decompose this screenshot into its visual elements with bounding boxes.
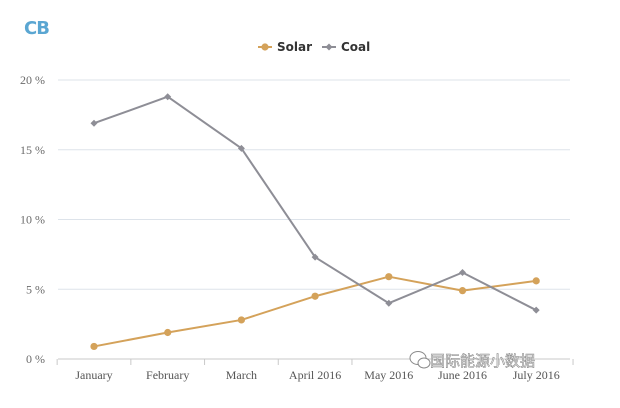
watermark: 国际能源小数据 xyxy=(409,351,535,370)
y-tick-label: 20 % xyxy=(20,73,45,87)
solar-point[interactable] xyxy=(385,273,393,281)
legend-marker xyxy=(325,43,333,51)
coal-line xyxy=(93,95,537,312)
legend-item-coal[interactable]: Coal xyxy=(322,40,370,54)
watermark-text: 国际能源小数据 xyxy=(430,352,535,370)
series-coal xyxy=(90,93,540,314)
series-lines xyxy=(90,93,540,351)
coal-point[interactable] xyxy=(90,119,98,127)
coal-point[interactable] xyxy=(532,306,540,314)
solar-point[interactable] xyxy=(237,316,245,324)
coal-point[interactable] xyxy=(459,269,466,277)
series-solar xyxy=(90,273,540,351)
y-tick-label: 5 % xyxy=(26,282,45,296)
x-tick-label: February xyxy=(146,368,189,382)
x-tick-label: April 2016 xyxy=(289,368,341,382)
x-tick-label: January xyxy=(75,368,112,382)
solar-line xyxy=(93,275,537,348)
x-tick-label: March xyxy=(226,368,257,382)
y-tick-label: 15 % xyxy=(20,143,45,157)
logo: CB xyxy=(24,18,50,39)
logo-text: CB xyxy=(24,18,49,39)
coal-point[interactable] xyxy=(385,299,393,307)
coal-point[interactable] xyxy=(164,93,172,101)
axes: 0 % 5 % 10 % 15 % 20 % January February March Ap… xyxy=(20,73,574,382)
legend-label: Coal xyxy=(341,40,370,54)
solar-point[interactable] xyxy=(164,328,172,337)
x-tick-label: May 2016 xyxy=(364,368,413,382)
coal-point[interactable] xyxy=(311,253,319,261)
y-tick-label: 0 % xyxy=(26,352,45,366)
solar-point[interactable] xyxy=(532,277,540,285)
solar-point[interactable] xyxy=(311,292,319,300)
legend[interactable]: Solar Coal xyxy=(258,40,370,54)
legend-label: Solar xyxy=(277,40,312,54)
wechat-icon xyxy=(409,351,431,369)
x-tick-label: July 2016 xyxy=(513,368,560,382)
x-tick-label: June 2016 xyxy=(438,368,487,382)
solar-point[interactable] xyxy=(458,287,467,295)
grid xyxy=(58,79,570,360)
legend-marker xyxy=(261,43,269,51)
coal-point[interactable] xyxy=(237,144,245,152)
legend-item-solar[interactable]: Solar xyxy=(258,40,312,54)
y-tick-label: 10 % xyxy=(20,213,45,227)
solar-point[interactable] xyxy=(90,342,98,351)
